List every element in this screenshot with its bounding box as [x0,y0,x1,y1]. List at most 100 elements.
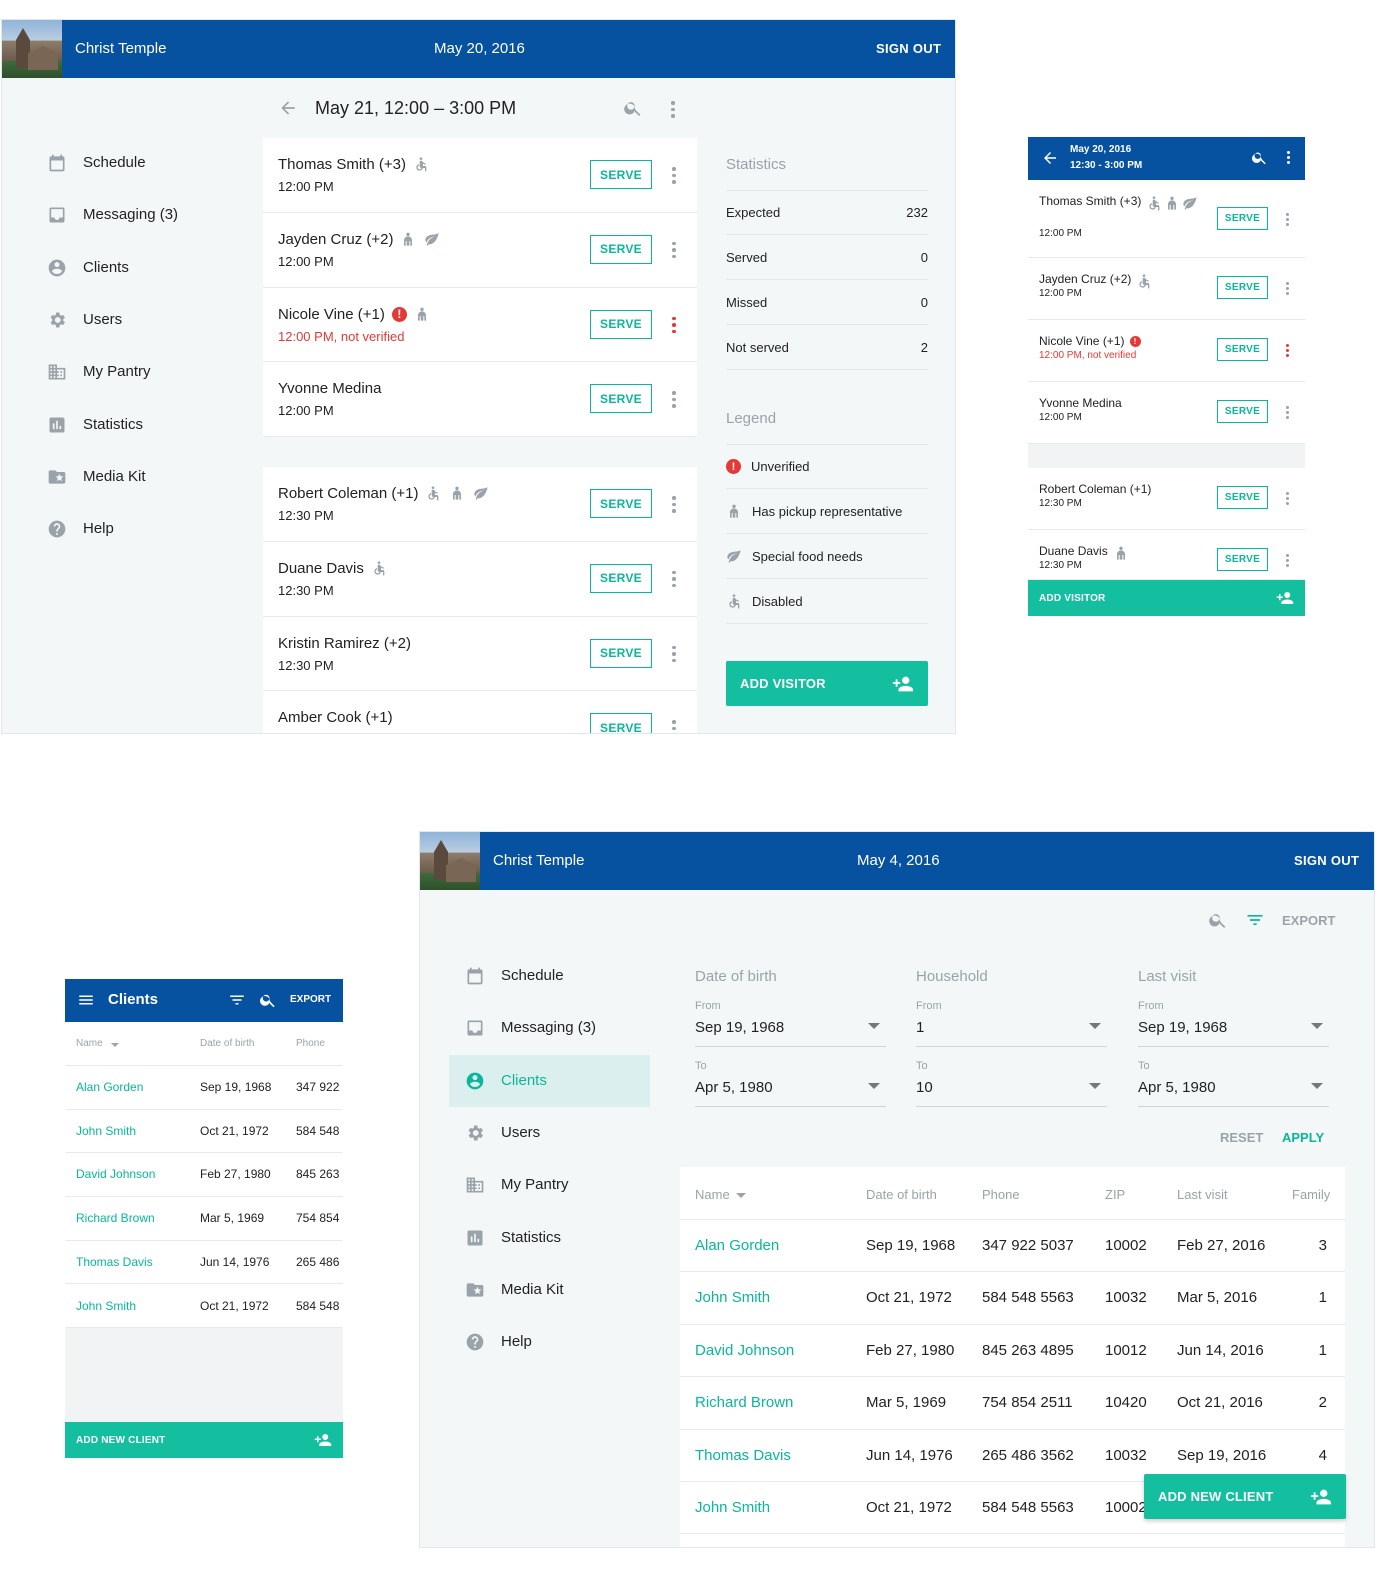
more-icon[interactable] [672,645,676,663]
more-icon[interactable] [672,316,676,334]
visitor-row[interactable]: Duane Davis 12:30 PM SERVE [1028,530,1305,580]
serve-button[interactable]: SERVE [590,638,652,668]
column-header[interactable]: Name [76,1038,103,1049]
serve-button[interactable]: SERVE [590,309,652,339]
sidebar-item-schedule[interactable]: Schedule [449,950,650,1002]
visitor-row[interactable]: Robert Coleman (+1) 12:30 PM SERVE [263,467,697,542]
visitor-row[interactable]: Yvonne Medina 12:00 PM SERVE [1028,382,1305,444]
search-icon[interactable] [623,98,643,118]
sidebar-item-users[interactable]: Users [449,1107,650,1159]
serve-button[interactable]: SERVE [1217,548,1268,571]
more-icon[interactable] [672,167,676,184]
column-header[interactable]: Name [695,1187,730,1202]
sidebar-item-statistics[interactable]: Statistics [2,399,242,451]
filter-to-select[interactable]: 10 [916,1079,1107,1107]
serve-button[interactable]: SERVE [590,160,652,189]
search-icon[interactable] [1208,910,1228,930]
visitor-row[interactable]: Nicole Vine (+1)! 12:00 PM, not verified… [263,288,697,363]
sidebar-item-statistics[interactable]: Statistics [449,1212,650,1264]
sign-out-button[interactable]: SIGN OUT [876,41,942,56]
more-icon[interactable] [1285,282,1289,295]
table-row[interactable]: Thomas Davis Jun 14, 1976 265 486 3562 1003… [680,1430,1345,1482]
client-name[interactable]: Alan Gorden [695,1237,780,1254]
table-row[interactable]: John Smith Oct 21, 1972 584 548 [65,1285,343,1329]
serve-button[interactable]: SERVE [1217,338,1268,361]
table-row[interactable]: Richard Brown Mar 5, 1969 754 854 [65,1197,343,1241]
more-icon[interactable] [1285,492,1289,505]
serve-button[interactable]: SERVE [1217,207,1268,230]
more-icon[interactable] [1285,406,1289,419]
serve-button[interactable]: SERVE [590,384,652,414]
apply-button[interactable]: APPLY [1282,1130,1325,1145]
visitor-row[interactable]: Yvonne Medina 12:00 PM SERVE [263,362,697,438]
export-button[interactable]: EXPORT [1282,913,1336,928]
serve-button[interactable]: SERVE [590,234,652,264]
filter-icon[interactable] [1245,910,1265,930]
table-row[interactable]: Thomas Davis Jun 14, 1976 265 486 [65,1241,343,1285]
client-name[interactable]: Alan Gorden [76,1080,144,1094]
sidebar-item-messaging[interactable]: Messaging (3) [449,1002,650,1054]
sidebar-item-my[interactable]: My Pantry [2,346,242,398]
client-name[interactable]: David Johnson [76,1167,156,1182]
sidebar-item-clients[interactable]: Clients [2,242,242,294]
client-name[interactable]: Thomas Davis [76,1254,153,1269]
back-arrow-icon[interactable] [278,98,298,118]
serve-button[interactable]: SERVE [590,563,652,593]
column-header[interactable]: Phone [982,1187,1020,1202]
filter-to-select[interactable]: Apr 5, 1980 [1138,1079,1329,1107]
table-row[interactable]: Richard Brown Mar 5, 1969 754 854 2511 1042… [680,1377,1345,1430]
visitor-row[interactable]: Robert Coleman (+1) 12:30 PM SERVE [1028,468,1305,530]
more-icon[interactable] [672,391,676,408]
menu-icon[interactable] [77,991,95,1009]
search-icon[interactable] [1251,149,1268,166]
filter-to-select[interactable]: Apr 5, 1980 [695,1079,886,1107]
visitor-row[interactable]: Duane Davis 12:30 PM SERVE [263,542,697,617]
visitor-row[interactable]: Jayden Cruz (+2) 12:00 PM SERVE [263,213,697,288]
column-header[interactable]: ZIP [1105,1187,1126,1202]
more-icon[interactable] [1285,213,1289,226]
visitor-row[interactable]: Thomas Smith (+3) 12:00 PM SERVE [1028,180,1305,258]
add-new-client-button[interactable]: ADD NEW CLIENT [1144,1474,1346,1519]
client-name[interactable]: Richard Brown [76,1211,155,1226]
sidebar-item-my[interactable]: My Pantry [449,1159,650,1211]
search-icon[interactable] [259,991,277,1009]
column-header[interactable]: Family [1292,1187,1331,1202]
more-icon[interactable] [1285,344,1289,357]
sidebar-item-messaging[interactable]: Messaging (3) [2,189,242,241]
sign-out-button[interactable]: SIGN OUT [1294,853,1360,868]
sidebar-item-media[interactable]: Media Kit [449,1264,650,1316]
reset-button[interactable]: RESET [1220,1130,1264,1145]
sidebar-item-schedule[interactable]: Schedule [2,137,242,189]
filter-from-select[interactable]: 1 [916,1019,1107,1047]
table-row[interactable]: Alan Gorden Sep 19, 1968 347 922 5037 10002… [680,1220,1345,1273]
visitor-row[interactable]: Thomas Smith (+3) 12:00 PM SERVE [263,138,697,213]
sidebar-item-users[interactable]: Users [2,294,242,346]
column-header[interactable]: Date of birth [866,1187,937,1202]
add-visitor-button[interactable]: ADD VISITOR [1028,580,1305,616]
client-name[interactable]: John Smith [76,1298,137,1313]
more-icon[interactable] [1285,554,1289,567]
more-icon[interactable] [1286,151,1290,164]
more-icon[interactable] [672,570,676,588]
sidebar-item-media[interactable]: Media Kit [2,451,242,503]
table-row[interactable]: John Smith Oct 21, 1972 584 548 5563 10032 M… [680,1272,1345,1325]
column-header[interactable]: Last visit [1177,1187,1228,1202]
add-visitor-button[interactable]: ADD VISITOR [726,661,928,706]
add-new-client-button[interactable]: ADD NEW CLIENT [65,1422,343,1458]
visitor-row[interactable]: Kristin Ramirez (+2) 12:30 PM SERVE [263,617,697,692]
table-row[interactable]: David Johnson Feb 27, 1980 845 263 [65,1153,343,1198]
more-icon[interactable] [672,241,676,259]
visitor-row[interactable]: Jayden Cruz (+2) 12:00 PM SERVE [1028,258,1305,320]
sidebar-item-help[interactable]: Help [449,1316,650,1368]
serve-button[interactable]: SERVE [1217,276,1268,299]
back-arrow-icon[interactable] [1041,149,1059,167]
serve-button[interactable]: SERVE [1217,486,1268,509]
table-row[interactable]: Alan Gorden Sep 19, 1968 347 922 [65,1066,343,1110]
serve-button[interactable]: SERVE [1217,400,1268,423]
more-icon[interactable] [672,496,676,513]
client-name[interactable]: John Smith [695,1289,771,1307]
serve-button[interactable]: SERVE [590,713,652,733]
more-icon[interactable] [672,720,676,733]
serve-button[interactable]: SERVE [590,489,652,518]
client-name[interactable]: John Smith [76,1123,137,1138]
